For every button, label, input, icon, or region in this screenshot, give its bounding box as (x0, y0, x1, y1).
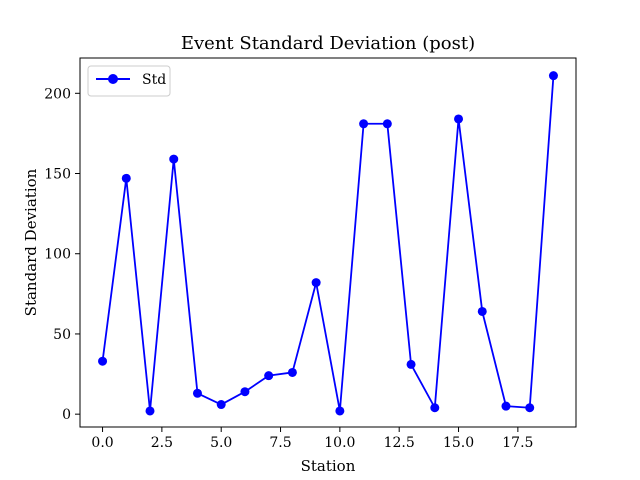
x-tick-label: 0.0 (91, 435, 113, 451)
plot-area (79, 57, 577, 428)
x-tick-label: 5.0 (210, 435, 232, 451)
series-line-std (101, 75, 555, 412)
data-point (98, 356, 108, 366)
data-point (287, 367, 297, 377)
x-tick-label: 7.5 (269, 435, 291, 451)
x-tick-label: 10.0 (324, 435, 355, 451)
data-point (145, 406, 155, 416)
x-axis: 0.0 2.5 5.0 7.5 10.0 12.5 15.0 17.5 (91, 427, 533, 451)
legend-series-marker (108, 74, 118, 84)
data-point (430, 403, 440, 413)
legend-box (87, 65, 171, 97)
plot-frame (79, 57, 577, 428)
data-point (477, 306, 487, 316)
series-layer (98, 71, 558, 416)
x-axis-label: Station (301, 457, 356, 475)
data-point (359, 119, 369, 129)
x-tick-label: 2.5 (151, 435, 173, 451)
data-point (240, 387, 250, 397)
chart-title: Event Standard Deviation (post) (181, 33, 475, 54)
data-point (264, 371, 274, 381)
data-point (548, 71, 558, 81)
y-tick-label: 200 (44, 86, 71, 102)
y-tick-label: 150 (44, 167, 71, 183)
data-point (335, 406, 345, 416)
x-tick-label: 12.5 (384, 435, 415, 451)
y-tick-label: 100 (44, 247, 71, 263)
x-tick-label: 15.0 (443, 435, 474, 451)
legend: Std (87, 65, 171, 97)
legend-series-label: Std (142, 72, 166, 88)
data-point (525, 403, 535, 413)
data-point (501, 401, 511, 411)
data-point (311, 278, 321, 288)
y-tick-label: 0 (62, 407, 71, 423)
data-point (406, 359, 416, 369)
y-axis-label: Standard Deviation (22, 168, 40, 316)
data-point (454, 114, 464, 124)
data-point (216, 400, 226, 410)
data-point (192, 388, 202, 398)
data-point (382, 119, 392, 129)
y-axis: 0 50 100 150 200 (44, 86, 80, 423)
data-point (169, 154, 179, 164)
data-point (121, 173, 131, 183)
y-tick-label: 50 (53, 327, 71, 343)
x-tick-label: 17.5 (502, 435, 533, 451)
